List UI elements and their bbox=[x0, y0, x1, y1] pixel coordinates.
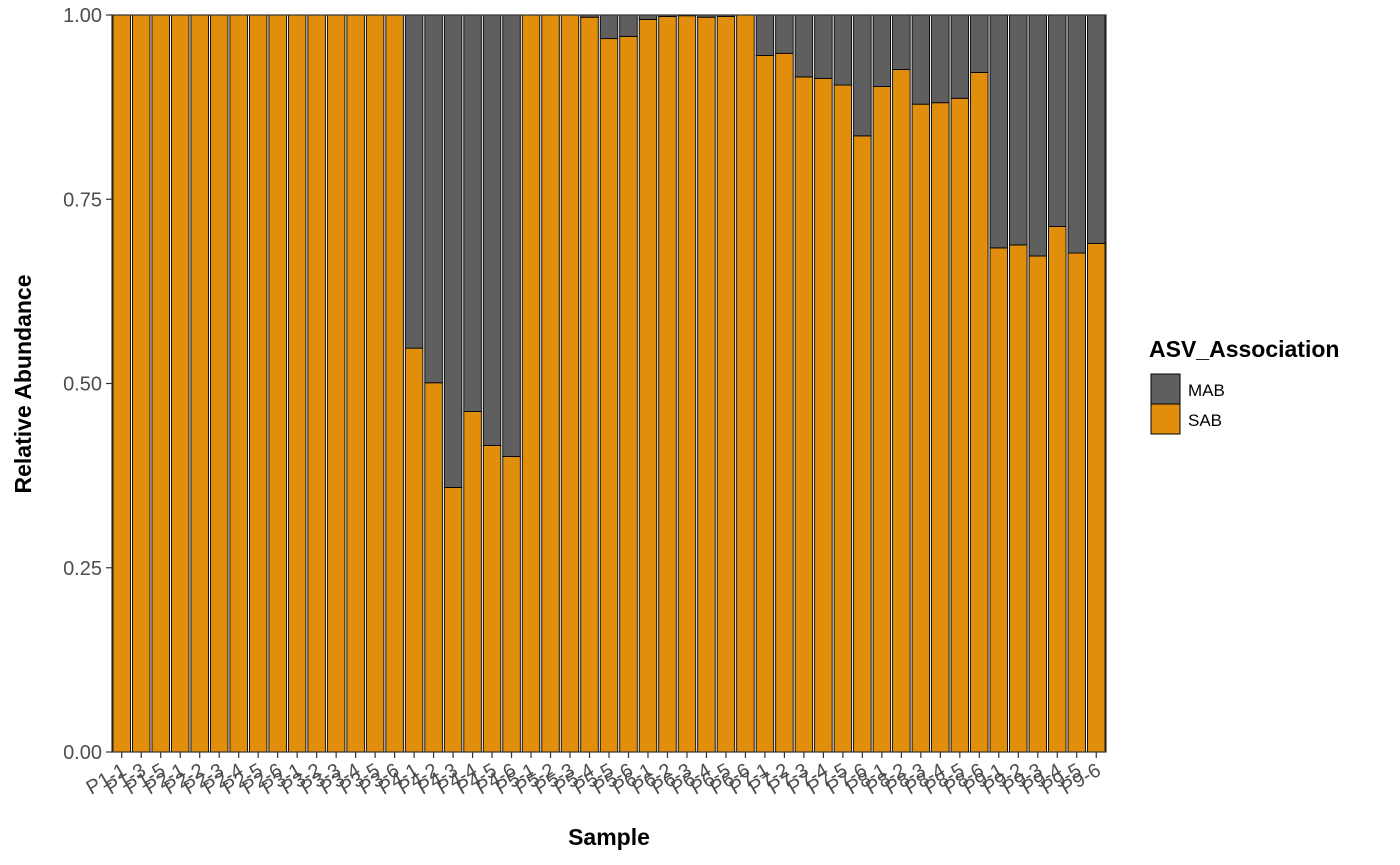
bar-mab-P8-5 bbox=[950, 14, 970, 99]
bar-sab-P8-5 bbox=[950, 97, 970, 753]
bar-sab-P3-1 bbox=[287, 14, 307, 753]
bar-sab-P3-3 bbox=[326, 14, 346, 753]
bar-sab-P9-2 bbox=[1009, 244, 1028, 753]
bar-mab-P8-2 bbox=[892, 14, 911, 70]
bar-mab-P9-2 bbox=[1009, 14, 1028, 246]
bar-sab-P7-5 bbox=[833, 84, 853, 753]
bar-mab-P7-2 bbox=[775, 14, 794, 54]
bar-mab-P5-5 bbox=[599, 14, 619, 40]
bar-sab-P6-6 bbox=[736, 14, 755, 753]
x-axis-title: Sample bbox=[568, 824, 650, 850]
legend-key-mab bbox=[1150, 373, 1181, 405]
bar-mab-P4-1 bbox=[404, 14, 424, 349]
legend-label-mab: MAB bbox=[1188, 381, 1225, 400]
bar-mab-P9-5 bbox=[1067, 14, 1086, 254]
legend-title: ASV_Association bbox=[1149, 336, 1339, 362]
bar-sab-P4-2 bbox=[424, 382, 443, 753]
bar-mab-P8-1 bbox=[872, 14, 892, 87]
bar-mab-P6-1 bbox=[638, 14, 658, 20]
bar-sab-P3-2 bbox=[307, 14, 326, 753]
bar-mab-P7-6 bbox=[853, 14, 872, 137]
bar-mab-P7-5 bbox=[833, 14, 853, 86]
bar-mab-P9-6 bbox=[1087, 14, 1106, 244]
bar-sab-P5-2 bbox=[541, 14, 560, 753]
y-tick-label: 0.25 bbox=[63, 558, 102, 580]
bar-sab-P4-1 bbox=[404, 347, 424, 753]
bar-mab-P9-4 bbox=[1048, 14, 1067, 227]
bar-sab-P8-3 bbox=[911, 103, 931, 753]
bar-sab-P5-3 bbox=[560, 14, 580, 753]
bar-sab-P2-5 bbox=[248, 14, 268, 753]
y-axis: 0.00 0.25 0.50 0.75 1.00 bbox=[63, 5, 112, 764]
bar-sab-P6-3 bbox=[677, 15, 697, 753]
bar-sab-P8-1 bbox=[872, 86, 892, 753]
bar-sab-P2-6 bbox=[268, 14, 287, 753]
bar-sab-P3-6 bbox=[385, 14, 404, 753]
bars-group bbox=[112, 14, 1106, 753]
bar-sab-P7-6 bbox=[853, 135, 872, 753]
legend-key-sab bbox=[1150, 403, 1181, 435]
bar-sab-P9-1 bbox=[989, 247, 1009, 753]
bar-sab-P2-2 bbox=[190, 14, 209, 753]
bar-sab-P6-5 bbox=[716, 16, 736, 753]
bar-sab-P2-3 bbox=[209, 14, 229, 753]
bar-sab-P8-6 bbox=[970, 72, 989, 753]
bar-mab-P7-4 bbox=[814, 14, 833, 79]
bar-mab-P9-1 bbox=[989, 14, 1009, 249]
y-axis-title: Relative Abundance bbox=[10, 275, 36, 494]
bar-sab-P6-2 bbox=[658, 16, 677, 753]
bar-sab-P2-1 bbox=[170, 14, 190, 753]
bar-sab-P7-3 bbox=[794, 76, 814, 753]
bar-sab-P6-1 bbox=[638, 18, 658, 753]
y-tick-label: 0.00 bbox=[63, 742, 102, 764]
bar-sab-P5-1 bbox=[521, 14, 541, 753]
bar-sab-P9-6 bbox=[1087, 243, 1106, 753]
bar-mab-P7-3 bbox=[794, 14, 814, 78]
y-tick-label: 0.50 bbox=[63, 374, 102, 396]
bar-sab-P8-2 bbox=[892, 69, 911, 753]
bar-sab-P4-3 bbox=[443, 486, 463, 753]
bar-sab-P5-4 bbox=[580, 16, 599, 753]
bar-mab-P8-6 bbox=[970, 14, 989, 73]
bar-sab-P1-1 bbox=[112, 14, 131, 753]
bar-sab-P5-6 bbox=[619, 35, 638, 753]
bar-sab-P3-5 bbox=[365, 14, 385, 753]
bar-sab-P9-4 bbox=[1048, 226, 1067, 753]
bar-mab-P8-3 bbox=[911, 14, 931, 105]
bar-sab-P2-4 bbox=[229, 14, 248, 753]
legend: ASV_Association MAB SAB bbox=[1149, 336, 1339, 435]
x-axis: P1-1P1-3P1-5P2-1P2-2P2-3P2-4P2-5P2-6P3-1… bbox=[83, 752, 1105, 799]
bar-sab-P4-6 bbox=[502, 456, 521, 753]
bar-mab-P4-5 bbox=[482, 14, 502, 446]
bar-sab-P1-3 bbox=[132, 14, 151, 753]
bar-mab-P4-3 bbox=[443, 14, 463, 488]
bar-sab-P7-4 bbox=[814, 77, 833, 753]
bar-mab-P4-2 bbox=[424, 14, 443, 384]
bar-sab-P4-4 bbox=[463, 411, 482, 753]
bar-mab-P9-3 bbox=[1028, 14, 1048, 257]
bar-mab-P8-4 bbox=[931, 14, 950, 104]
bar-sab-P9-3 bbox=[1028, 255, 1048, 753]
bar-sab-P8-4 bbox=[931, 102, 950, 753]
bar-sab-P7-2 bbox=[775, 52, 794, 753]
bar-sab-P4-5 bbox=[482, 444, 502, 753]
y-tick-label: 1.00 bbox=[63, 5, 102, 27]
y-tick-label: 0.75 bbox=[63, 189, 102, 211]
bar-mab-P7-1 bbox=[755, 14, 775, 56]
bar-sab-P6-4 bbox=[697, 16, 716, 753]
bar-sab-P9-5 bbox=[1067, 252, 1086, 753]
bar-sab-P5-5 bbox=[599, 38, 619, 753]
bar-sab-P7-1 bbox=[755, 55, 775, 753]
bar-sab-P3-4 bbox=[346, 14, 365, 753]
bar-mab-P4-4 bbox=[463, 14, 482, 412]
bar-mab-P5-6 bbox=[619, 14, 638, 37]
legend-label-sab: SAB bbox=[1188, 411, 1222, 430]
bar-mab-P4-6 bbox=[502, 14, 521, 457]
bar-sab-P1-5 bbox=[151, 14, 170, 753]
